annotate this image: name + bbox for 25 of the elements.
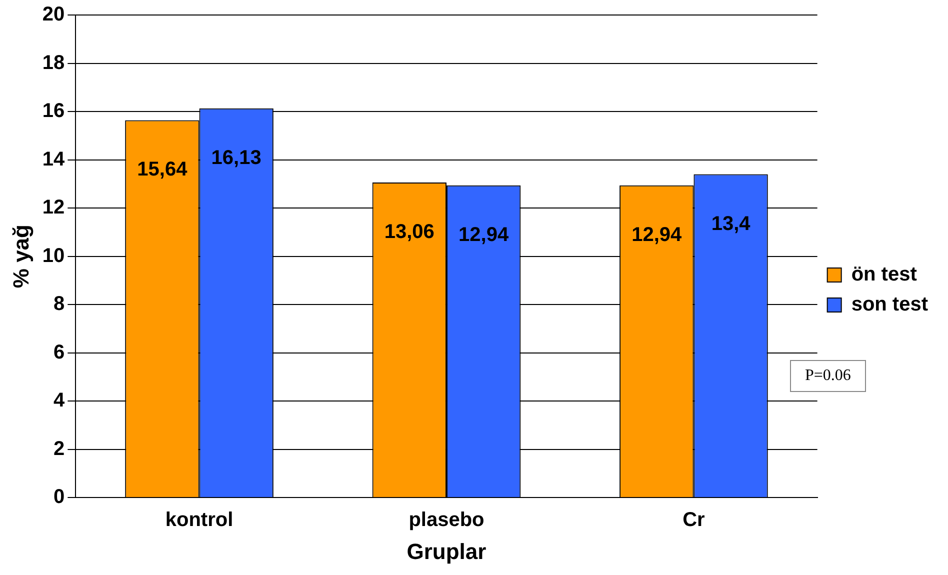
y-tick-label: 4 [54, 390, 66, 412]
y-tick-label: 10 [42, 244, 65, 267]
data-label: 12,94 [632, 224, 683, 246]
y-tick-label: 20 [42, 4, 65, 26]
x-tick-label: kontrol [165, 509, 234, 532]
y-tick-label: 12 [42, 196, 65, 219]
x-tick-label: plasebo [408, 509, 484, 532]
legend-label: ön test [851, 264, 918, 286]
data-label: 13,4 [711, 212, 752, 235]
x-axis-title: Gruplar [406, 538, 487, 564]
x-tick-label: Cr [682, 509, 706, 532]
y-tick-label: 8 [54, 293, 65, 316]
y-tick-label: 16 [42, 100, 65, 122]
data-label: 13,06 [384, 220, 434, 243]
annotation: P=0.06 [790, 360, 866, 392]
y-tick-label: 0 [54, 486, 65, 508]
y-tick-label: 14 [42, 148, 66, 170]
y-tick-label: 6 [54, 341, 65, 364]
legend-label: son test [851, 294, 928, 316]
data-label: 12,94 [458, 224, 510, 246]
y-axis-title: % yağ [8, 224, 34, 288]
y-tick-label: 18 [42, 52, 65, 74]
data-label: 15,64 [137, 158, 188, 181]
data-label: 16,13 [211, 146, 262, 169]
y-tick-label: 2 [54, 438, 65, 460]
